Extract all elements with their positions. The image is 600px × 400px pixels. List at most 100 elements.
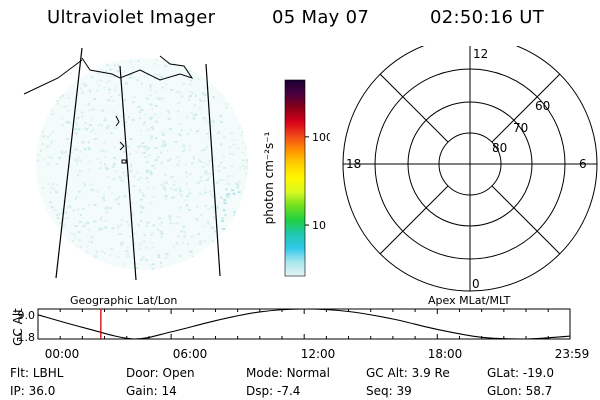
speckle-pixel: [196, 181, 200, 184]
speckle-pixel: [119, 269, 122, 270]
speckle-pixel: [115, 198, 119, 201]
speckle-pixel: [36, 181, 39, 184]
speckle-pixel: [188, 70, 192, 73]
speckle-pixel: [152, 128, 154, 130]
speckle-pixel: [43, 214, 45, 216]
speckle-pixel: [50, 87, 53, 89]
colorbar-ticks: 100 10: [305, 131, 330, 232]
speckle-pixel: [86, 221, 90, 224]
speckle-pixel: [229, 71, 233, 74]
speckle-pixel: [39, 73, 42, 76]
speckle-pixel: [84, 84, 88, 87]
island: [121, 159, 127, 164]
speckle-pixel: [100, 124, 103, 127]
speckle-pixel: [99, 167, 102, 170]
speckle-pixel: [247, 125, 248, 128]
speckle-pixel: [220, 239, 223, 242]
status-glon: GLon: 58.7: [487, 384, 552, 398]
speckle-pixel: [106, 64, 110, 67]
speckle-pixel: [242, 95, 245, 98]
speckle-pixel: [113, 64, 116, 67]
speckle-pixel: [147, 128, 150, 131]
speckle-pixel: [111, 191, 114, 194]
speckle-pixel: [226, 182, 229, 185]
status-mode: Mode: Normal: [246, 366, 330, 380]
speckle-pixel: [105, 126, 109, 129]
speckle-pixel: [59, 96, 62, 99]
speckle-pixel: [129, 61, 132, 63]
status-value: 14: [161, 384, 177, 398]
speckle-pixel: [62, 199, 66, 202]
speckle-pixel: [100, 228, 103, 230]
speckle-pixel: [160, 184, 164, 187]
speckle-pixel: [141, 256, 145, 259]
speckle-pixel: [112, 178, 116, 181]
speckle-pixel: [40, 268, 43, 270]
speckle-pixel: [199, 192, 202, 195]
speckle-pixel: [72, 267, 75, 269]
speckle-pixel: [223, 199, 227, 202]
speckle-pixel: [149, 202, 153, 205]
speckle-pixel: [36, 92, 39, 95]
speckle-pixel: [88, 203, 90, 206]
speckle-pixel: [203, 94, 207, 96]
speckle-pixel: [245, 216, 248, 219]
speckle-pixel: [200, 61, 204, 63]
speckle-pixel: [163, 181, 166, 184]
speckle-pixel: [67, 121, 71, 124]
speckle-pixel: [239, 231, 242, 234]
speckle-pixel: [84, 121, 87, 124]
speckle-pixel: [238, 244, 241, 247]
speckle-pixel: [188, 98, 191, 101]
speckle-pixel: [182, 150, 186, 153]
speckle-pixel: [165, 257, 169, 260]
speckle-pixel: [81, 141, 85, 144]
speckle-pixel: [113, 75, 116, 78]
speckle-pixel: [138, 111, 141, 114]
speckle-pixel: [202, 117, 206, 120]
x-tick-label-1800: 18:00: [428, 347, 463, 361]
speckle-pixel: [228, 94, 231, 97]
speckle-pixel: [87, 103, 90, 106]
speckle-pixel: [50, 206, 54, 209]
speckle-pixel: [165, 83, 168, 86]
speckle-pixel: [203, 225, 206, 228]
speckle-pixel: [168, 61, 171, 64]
speckle-pixel: [189, 173, 192, 176]
speckle-pixel: [67, 93, 70, 96]
speckle-pixel: [180, 129, 183, 132]
speckle-pixel: [186, 259, 190, 262]
speckle-pixel: [88, 109, 92, 111]
speckle-pixel: [247, 150, 248, 153]
speckle-pixel: [90, 189, 93, 192]
speckle-pixel: [75, 122, 78, 125]
speckle-pixel: [137, 145, 140, 148]
speckle-pixel: [103, 199, 107, 202]
speckle-pixel: [152, 224, 156, 227]
speckle-pixel: [55, 162, 58, 165]
speckle-pixel: [159, 261, 162, 264]
status-value: 58.7: [525, 384, 553, 398]
speckle-pixel: [205, 172, 208, 175]
speckle-pixel: [154, 104, 158, 107]
speckle-pixel: [66, 192, 69, 195]
speckle-pixel: [82, 225, 86, 228]
speckle-pixel: [64, 211, 68, 214]
speckle-pixel: [89, 183, 93, 186]
speckle-pixel: [142, 123, 145, 126]
speckle-pixel: [126, 220, 129, 223]
speckle-pixel: [37, 201, 40, 204]
speckle-pixel: [137, 105, 141, 108]
x-ticks: [37, 309, 571, 339]
speckle-pixel: [47, 182, 51, 185]
speckle-pixel: [102, 197, 105, 200]
speckle-pixel: [101, 262, 104, 265]
speckle-pixel: [150, 126, 154, 129]
speckle-pixel: [157, 256, 161, 259]
speckle-pixel: [92, 260, 95, 263]
speckle-pixel: [117, 64, 120, 67]
speckle-pixel: [63, 70, 66, 73]
speckle-pixel: [184, 260, 188, 263]
speckle-pixel: [53, 262, 57, 265]
speckle-pixel: [40, 239, 44, 242]
